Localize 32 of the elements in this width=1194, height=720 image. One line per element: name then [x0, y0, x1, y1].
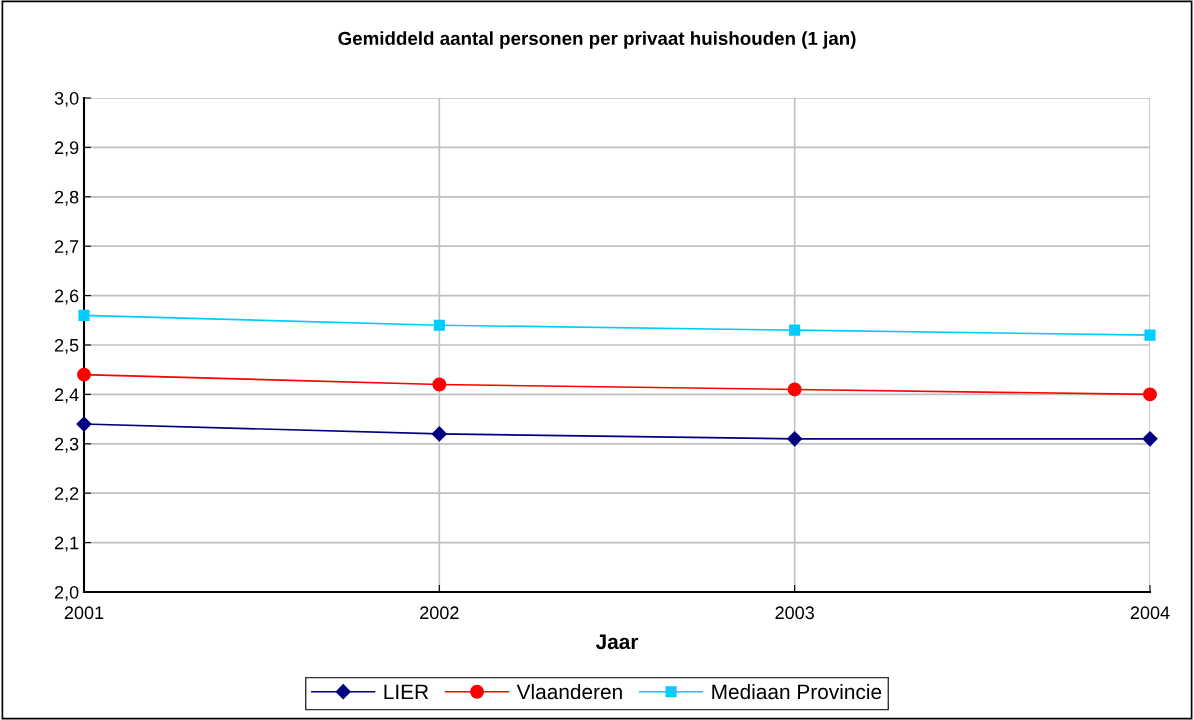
- x-tick-label: 2004: [1130, 606, 1170, 620]
- point: [1143, 387, 1157, 402]
- y-tick-label: 2,5: [54, 338, 79, 354]
- point: [1142, 431, 1158, 447]
- y-tick-label: 2,7: [54, 240, 79, 256]
- legend-label: Mediaan Provincie: [712, 683, 882, 700]
- x-tick-label: 2002: [420, 606, 459, 620]
- point: [76, 416, 92, 432]
- y-tick-label: 2,0: [54, 585, 79, 601]
- point: [78, 309, 90, 321]
- point: [789, 324, 801, 336]
- y-tick-label: 2,6: [54, 289, 79, 305]
- point: [431, 426, 447, 442]
- y-tick-label: 2,4: [54, 388, 79, 404]
- x-axis-title: Jaar: [595, 634, 639, 650]
- chart-title: Gemiddeld aantal personen per privaat huishouden (1 jan): [338, 31, 856, 49]
- legend-label: LIER: [384, 684, 429, 700]
- y-tick-label: 2,2: [54, 487, 79, 503]
- y-tick-label: 3,0: [54, 91, 79, 107]
- point: [433, 319, 445, 331]
- point: [787, 431, 803, 447]
- point: [432, 377, 447, 392]
- point: [1144, 329, 1156, 341]
- legend-label: Vlaanderen: [516, 683, 622, 700]
- x-tick-label: 2003: [775, 606, 814, 620]
- y-tick-label: 2,1: [54, 536, 79, 552]
- point: [77, 367, 91, 382]
- point: [787, 382, 802, 397]
- y-tick-label: 2,3: [54, 437, 79, 453]
- y-tick-label: 2,9: [54, 141, 79, 157]
- y-tick-label: 2,8: [54, 190, 79, 206]
- x-tick-label: 2001: [64, 606, 104, 620]
